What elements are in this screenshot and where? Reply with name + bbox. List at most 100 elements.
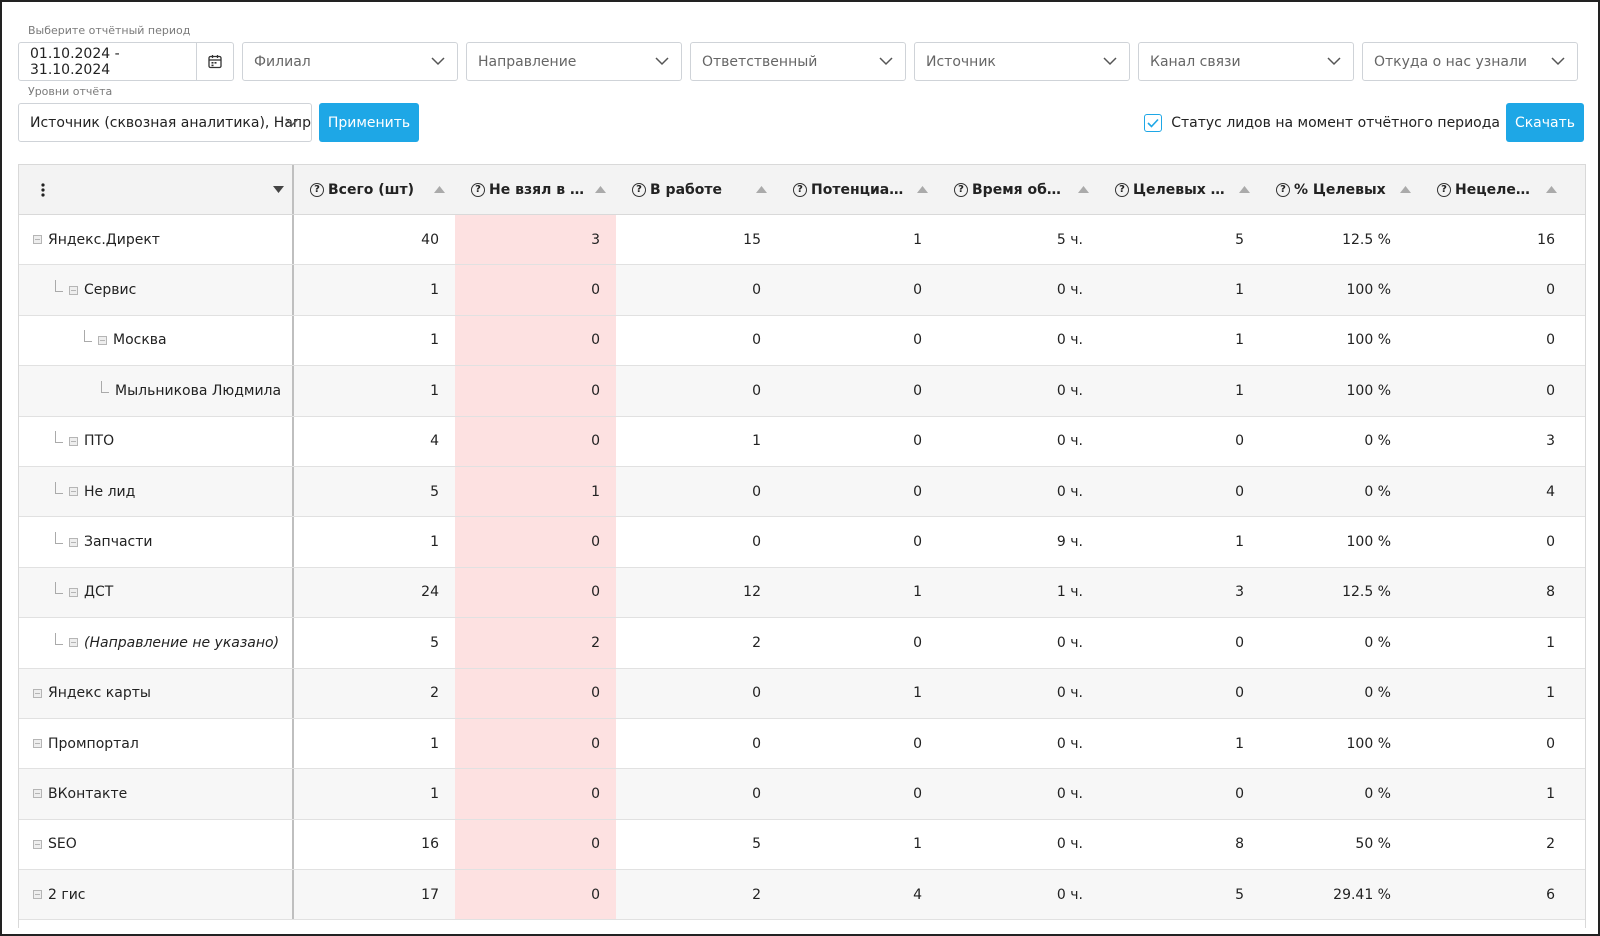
sort-arrow-icon[interactable] — [434, 186, 445, 193]
chevron-down-icon — [1551, 57, 1565, 66]
table-cell: 2 — [752, 634, 761, 651]
row-label-cell[interactable]: Запчасти — [19, 517, 294, 567]
tree-branch-icon — [55, 280, 63, 293]
column-header[interactable]: ? % Целевых — [1260, 165, 1421, 214]
table-cell: 1 — [913, 584, 922, 601]
direction-select[interactable]: Направление — [466, 42, 682, 81]
table-body: Яндекс.Директ 40 3 15 1 5 ч. 5 12.5 % 16 Сервис 1 0… — [19, 215, 1585, 921]
column-header[interactable]: ? Нецелевых (... — [1421, 165, 1567, 214]
row-label-cell[interactable]: Мыльникова Людмила — [19, 366, 294, 416]
help-icon[interactable]: ? — [1437, 182, 1451, 197]
table-cell: 0 — [455, 366, 616, 416]
table-row[interactable]: Промпортал 1 0 0 0 0 ч. 1 100 % 0 — [19, 718, 1585, 770]
table-row[interactable]: Сервис 1 0 0 0 0 ч. 1 100 % 0 — [19, 265, 1585, 316]
table-row[interactable]: Запчасти 1 0 0 0 9 ч. 1 100 % 0 — [19, 517, 1585, 568]
sort-arrow-icon[interactable] — [756, 186, 767, 193]
table-row[interactable]: 2 гис 17 0 2 4 0 ч. 5 29.41 % 6 — [19, 870, 1585, 921]
expand-toggle-icon[interactable] — [33, 839, 42, 849]
table-row[interactable]: Москва 1 0 0 0 0 ч. 1 100 % 0 — [19, 315, 1585, 367]
table-row[interactable]: SEO 16 0 5 1 0 ч. 8 50 % 2 — [19, 819, 1585, 871]
expand-toggle-icon[interactable] — [69, 638, 78, 648]
table-row[interactable]: Мыльникова Людмила 1 0 0 0 0 ч. 1 100 % 0 — [19, 366, 1585, 417]
expand-toggle-icon[interactable] — [69, 285, 78, 295]
help-icon[interactable]: ? — [310, 182, 324, 197]
row-label-cell[interactable]: Москва — [19, 315, 294, 366]
table-cell: 5 — [1235, 886, 1244, 903]
expand-toggle-icon[interactable] — [98, 335, 107, 345]
row-label-cell[interactable]: (Направление не указано) — [19, 618, 294, 668]
column-menu-cell[interactable] — [19, 165, 294, 214]
responsible-select[interactable]: Ответственный — [690, 42, 906, 81]
tree-branch-icon — [55, 431, 63, 444]
column-header-label: Нецелевых (... — [1455, 181, 1537, 198]
status-checkbox[interactable] — [1144, 113, 1163, 132]
table-row[interactable]: Яндекс карты 2 0 0 1 0 ч. 0 0 % 1 — [19, 668, 1585, 719]
more-vertical-icon[interactable] — [41, 182, 45, 197]
row-label: Не лид — [84, 483, 136, 500]
apply-button[interactable]: Применить — [319, 103, 419, 142]
row-label-cell[interactable]: Промпортал — [19, 718, 294, 769]
row-label-cell[interactable]: 2 гис — [19, 870, 294, 920]
row-label-cell[interactable]: ВКонтакте — [19, 769, 294, 819]
table-row[interactable]: Не лид 5 1 0 0 0 ч. 0 0 % 4 — [19, 466, 1585, 518]
column-header[interactable]: ? Не взял в ра... — [455, 165, 616, 214]
table-row[interactable]: ДСТ 24 0 12 1 1 ч. 3 12.5 % 8 — [19, 567, 1585, 619]
column-header[interactable]: ? Потенциаль... — [777, 165, 938, 214]
status-checkbox-row[interactable]: Статус лидов на момент отчётного периода — [1144, 103, 1500, 142]
heard-from-select[interactable]: Откуда о нас узнали — [1362, 42, 1578, 81]
sort-arrow-icon[interactable] — [1400, 186, 1411, 193]
row-label-cell[interactable]: ДСТ — [19, 567, 294, 618]
expand-toggle-icon[interactable] — [33, 739, 42, 749]
report-levels-select[interactable]: Источник (сквозная аналитика), Направлен… — [18, 103, 312, 142]
expand-toggle-icon[interactable] — [69, 487, 78, 497]
expand-toggle-icon[interactable] — [69, 537, 78, 547]
expand-toggle-icon[interactable] — [69, 587, 78, 597]
table-cell: 0 — [913, 382, 922, 399]
calendar-icon[interactable] — [197, 43, 233, 80]
row-label: 2 гис — [48, 886, 86, 903]
row-label-cell[interactable]: Яндекс карты — [19, 668, 294, 718]
table-row[interactable]: ВКонтакте 1 0 0 0 0 ч. 0 0 % 1 — [19, 769, 1585, 820]
table-row[interactable]: (Направление не указано) 5 2 2 0 0 ч. 0 0 % 1 — [19, 618, 1585, 669]
table-cell: 50 % — [1355, 836, 1391, 853]
column-header[interactable]: ? Время обра... — [938, 165, 1099, 214]
help-icon[interactable]: ? — [954, 182, 968, 197]
expand-toggle-icon[interactable] — [33, 789, 42, 799]
sort-arrow-icon[interactable] — [1239, 186, 1250, 193]
sort-arrow-icon[interactable] — [917, 186, 928, 193]
help-icon[interactable]: ? — [793, 182, 807, 197]
sort-arrow-icon[interactable] — [1546, 186, 1557, 193]
row-label-cell[interactable]: Яндекс.Директ — [19, 215, 294, 265]
expand-toggle-icon[interactable] — [33, 688, 42, 698]
table-cell: 15 — [743, 231, 761, 248]
sort-arrow-icon[interactable] — [595, 186, 606, 193]
sort-arrow-icon[interactable] — [1078, 186, 1089, 193]
help-icon[interactable]: ? — [1276, 182, 1290, 197]
caret-down-icon[interactable] — [273, 186, 284, 193]
branch-select[interactable]: Филиал — [242, 42, 458, 81]
chevron-down-icon — [431, 57, 445, 66]
expand-toggle-icon[interactable] — [69, 436, 78, 446]
row-label-cell[interactable]: Не лид — [19, 466, 294, 517]
column-header[interactable]: ? Всего (шт) — [294, 165, 455, 214]
column-header[interactable]: ? Целевых (шт) — [1099, 165, 1260, 214]
table-cell: 5 — [1235, 231, 1244, 248]
row-label-cell[interactable]: Сервис — [19, 265, 294, 315]
help-icon[interactable]: ? — [471, 182, 485, 197]
date-range-input[interactable]: 01.10.2024 - 31.10.2024 — [19, 43, 197, 80]
expand-toggle-icon[interactable] — [33, 890, 42, 900]
column-header[interactable]: ? В работе — [616, 165, 777, 214]
table-cell: 1 — [430, 332, 439, 349]
table-cell: 1 — [913, 685, 922, 702]
channel-select[interactable]: Канал связи — [1138, 42, 1354, 81]
date-range-picker[interactable]: 01.10.2024 - 31.10.2024 — [18, 42, 234, 81]
row-label-cell[interactable]: SEO — [19, 819, 294, 870]
help-icon[interactable]: ? — [1115, 182, 1129, 197]
help-icon[interactable]: ? — [632, 182, 646, 197]
table-row[interactable]: ПТО 4 0 1 0 0 ч. 0 0 % 3 — [19, 416, 1585, 467]
table-row[interactable]: Яндекс.Директ 40 3 15 1 5 ч. 5 12.5 % 16 — [19, 215, 1585, 266]
expand-toggle-icon[interactable] — [33, 235, 42, 245]
download-button[interactable]: Скачать — [1506, 103, 1584, 142]
source-select[interactable]: Источник — [914, 42, 1130, 81]
row-label-cell[interactable]: ПТО — [19, 416, 294, 466]
